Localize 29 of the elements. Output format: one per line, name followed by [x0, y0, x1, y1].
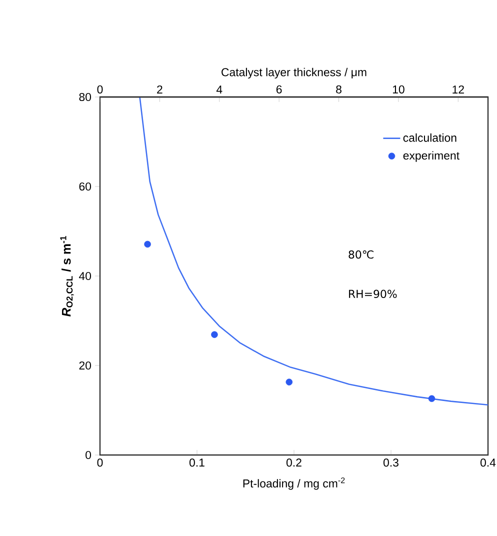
x2-tick-label: 12 — [452, 85, 464, 94]
x2-tick-label: 2 — [157, 85, 162, 94]
x2-axis-title: Catalyst layer thickness / μm — [222, 68, 366, 79]
x2-tick-label: 0 — [97, 85, 103, 94]
x-tick-label: 0.1 — [189, 458, 204, 467]
legend-label: experiment — [403, 151, 460, 162]
x-tick-label: 0 — [97, 458, 103, 467]
line-series — [139, 97, 488, 406]
x2-tick-label: 10 — [392, 85, 404, 94]
y-tick-label: 60 — [79, 182, 92, 191]
x-tick-label: 0.2 — [286, 458, 302, 467]
x2-tick-label: 8 — [336, 85, 342, 94]
y-tick-label: 80 — [79, 92, 92, 102]
x2-tick-label: 4 — [216, 86, 222, 94]
point — [286, 378, 293, 386]
x2-tick-label: 6 — [276, 85, 282, 94]
y-tick-label: 0 — [86, 450, 92, 460]
x-tick-label: 0.3 — [383, 458, 398, 467]
legend-label: calculation — [403, 133, 456, 142]
point — [428, 395, 436, 402]
point — [211, 331, 218, 338]
x-axis-title: Pt-loading / mg cm$^{-2}$ — [243, 477, 345, 490]
y-tick-label: 40 — [79, 272, 92, 280]
x-tick-label: 0.4 — [480, 458, 496, 467]
y-axis-title: R$_{O2,CCL}$ / s m$^{-1}$ — [60, 236, 74, 317]
point — [144, 240, 151, 248]
y-tick-label: 20 — [79, 361, 92, 370]
annotation: RH=90% — [349, 290, 397, 298]
annotation: 80℃ — [348, 250, 374, 259]
